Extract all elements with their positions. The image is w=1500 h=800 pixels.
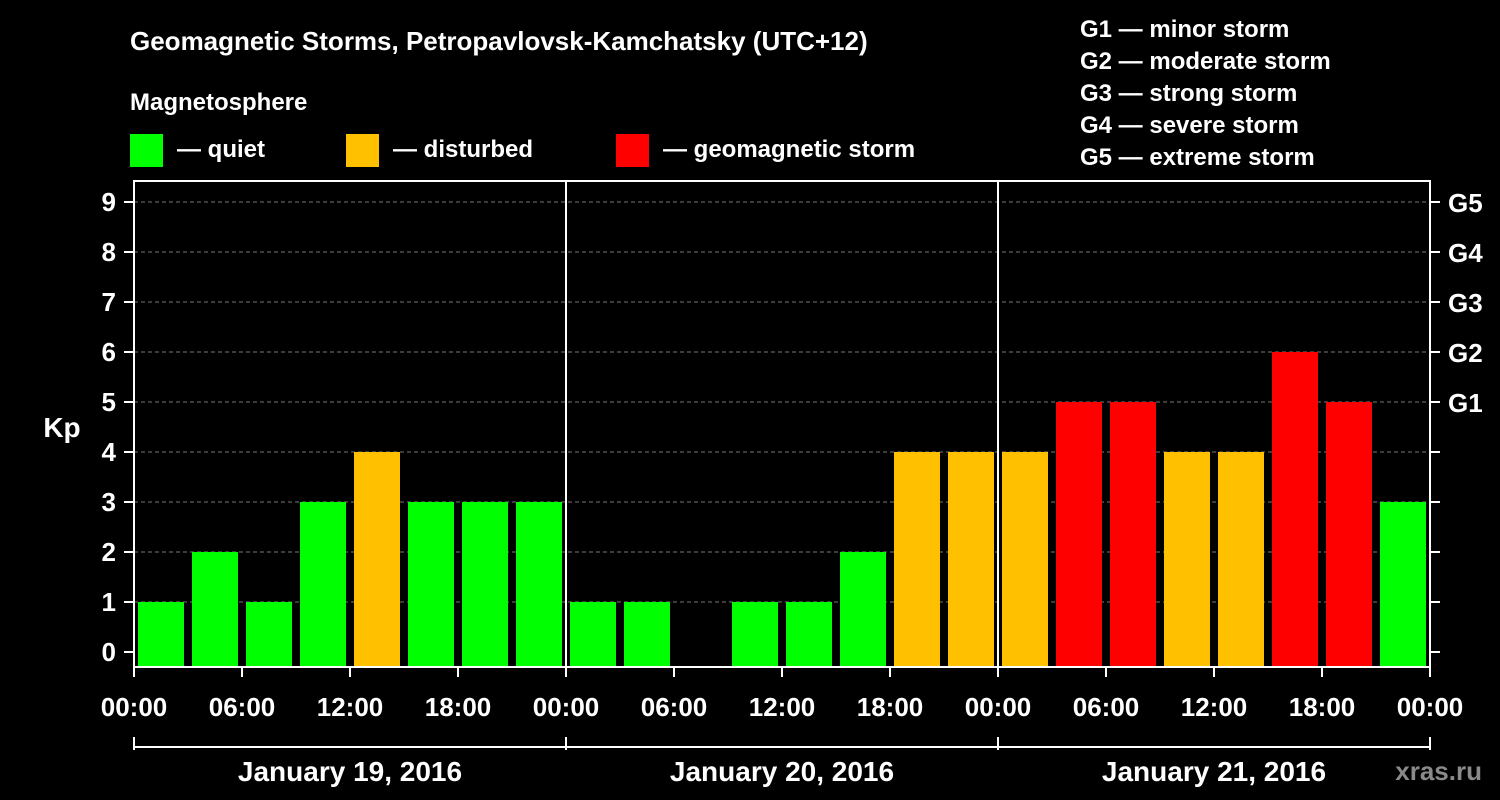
x-tick-label: 00:00 <box>533 692 600 722</box>
storm-level-label: G3 <box>1448 288 1483 318</box>
y-tick-label: 9 <box>102 187 116 217</box>
day-brackets: January 19, 2016 January 20, 2016 January … <box>133 737 1431 787</box>
x-tick-label: 06:00 <box>209 692 276 722</box>
kp-bar <box>1272 352 1318 667</box>
storm-level-label: G5 <box>1448 188 1483 218</box>
kp-bar <box>192 552 238 667</box>
kp-bar <box>516 502 562 667</box>
storm-scale-g3: G3 — strong storm <box>1080 80 1297 107</box>
kp-bar <box>246 602 292 667</box>
legend-swatch-quiet <box>130 134 163 167</box>
kp-bar <box>1056 402 1102 667</box>
kp-bar <box>732 602 778 667</box>
day-label: January 21, 2016 <box>1102 756 1326 787</box>
kp-bar <box>1218 452 1264 667</box>
storm-scale-g1: G1 — minor storm <box>1080 16 1289 43</box>
kp-bar <box>624 602 670 667</box>
storm-scale-g4: G4 — severe storm <box>1080 112 1299 139</box>
y-tick-label: 5 <box>102 387 116 417</box>
x-tick-label: 06:00 <box>1073 692 1140 722</box>
x-tick-label: 00:00 <box>1397 692 1464 722</box>
storm-level-label: G4 <box>1448 238 1483 268</box>
chart-title: Geomagnetic Storms, Petropavlovsk-Kamcha… <box>130 26 868 56</box>
y-axis: 0 1 2 3 4 5 6 7 8 9 <box>102 187 134 667</box>
kp-bar <box>840 552 886 667</box>
kp-bar <box>1380 502 1426 667</box>
y-tick-label: 7 <box>102 287 116 317</box>
x-tick-label: 18:00 <box>1289 692 1356 722</box>
x-tick-label: 12:00 <box>1181 692 1248 722</box>
gridlines <box>134 201 1430 603</box>
kp-bar <box>408 502 454 667</box>
legend-label-disturbed: — disturbed <box>393 136 533 163</box>
y-tick-label: 0 <box>102 637 116 667</box>
kp-bar <box>570 602 616 667</box>
kp-bar <box>462 502 508 667</box>
storm-scale-g2: G2 — moderate storm <box>1080 48 1331 75</box>
day-label: January 19, 2016 <box>238 756 462 787</box>
watermark: xras.ru <box>1395 756 1482 786</box>
kp-bar <box>1002 452 1048 667</box>
x-tick-label: 18:00 <box>425 692 492 722</box>
kp-bar <box>138 602 184 667</box>
x-tick-label: 18:00 <box>857 692 924 722</box>
storm-axis: G1 G2 G3 G4 G5 <box>1430 188 1483 653</box>
storm-scale: G1 — minor storm G2 — moderate storm G3 … <box>1080 16 1331 171</box>
legend-swatch-disturbed <box>346 134 379 167</box>
bars <box>138 352 1426 667</box>
x-tick-label: 06:00 <box>641 692 708 722</box>
legend-label-quiet: — quiet <box>177 136 265 163</box>
y-tick-label: 6 <box>102 337 116 367</box>
y-tick-label: 3 <box>102 487 116 517</box>
legend: — quiet — disturbed — geomagnetic storm <box>130 134 915 167</box>
y-tick-label: 8 <box>102 237 116 267</box>
y-axis-label: Kp <box>43 412 80 443</box>
y-tick-label: 2 <box>102 537 116 567</box>
legend-title: Magnetosphere <box>130 89 307 116</box>
x-tick-label: 00:00 <box>965 692 1032 722</box>
kp-bar <box>948 452 994 667</box>
kp-bar <box>1326 402 1372 667</box>
legend-label-storm: — geomagnetic storm <box>663 136 915 163</box>
kp-bar <box>300 502 346 667</box>
x-tick-label: 00:00 <box>101 692 168 722</box>
kp-bar <box>1110 402 1156 667</box>
y-tick-label: 1 <box>102 587 116 617</box>
legend-swatch-storm <box>616 134 649 167</box>
x-tick-label: 12:00 <box>749 692 816 722</box>
storm-scale-g5: G5 — extreme storm <box>1080 144 1315 171</box>
kp-bar <box>354 452 400 667</box>
x-axis: 00:00 06:00 12:00 18:00 00:00 06:00 12:00 18:00… <box>101 667 1464 722</box>
kp-bar <box>1164 452 1210 667</box>
day-label: January 20, 2016 <box>670 756 894 787</box>
kp-bar <box>894 452 940 667</box>
kp-bar <box>786 602 832 667</box>
storm-level-label: G1 <box>1448 388 1483 418</box>
x-tick-label: 12:00 <box>317 692 384 722</box>
storm-level-label: G2 <box>1448 338 1483 368</box>
y-tick-label: 4 <box>102 437 117 467</box>
